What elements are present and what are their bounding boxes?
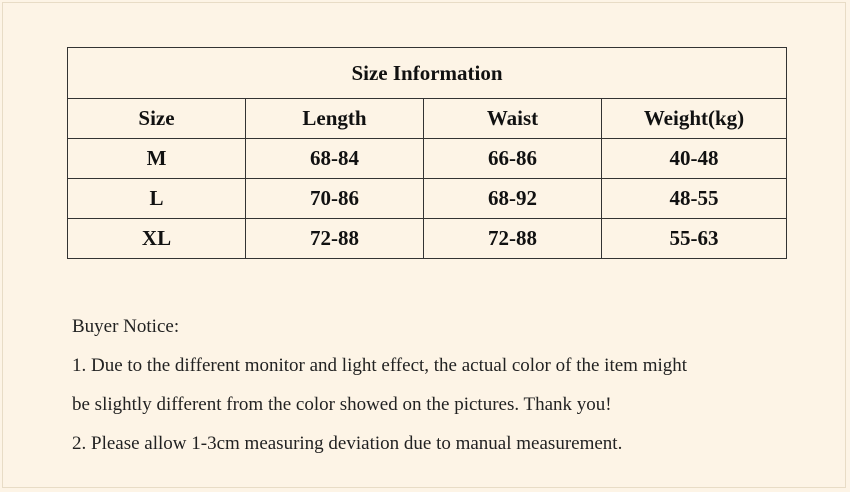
table-row: L 70-86 68-92 48-55 [67, 178, 788, 219]
table-row: M 68-84 66-86 40-48 [67, 138, 788, 179]
cell-weight: 40-48 [600, 138, 788, 179]
cell-size: L [67, 178, 246, 219]
table-row: XL 72-88 72-88 55-63 [67, 218, 788, 259]
buyer-notice: Buyer Notice: 1. Due to the different mo… [72, 307, 832, 463]
notice-line: 2. Please allow 1-3cm measuring deviatio… [72, 433, 623, 454]
cell-size: M [67, 138, 246, 179]
notice-heading: Buyer Notice: [72, 316, 180, 337]
header-waist: Waist [423, 98, 602, 139]
cell-waist: 68-92 [423, 178, 602, 219]
notice-line: be slightly different from the color sho… [72, 394, 612, 415]
cell-length: 72-88 [245, 218, 424, 259]
cell-waist: 72-88 [423, 218, 602, 259]
cell-length: 68-84 [245, 138, 424, 179]
header-weight: Weight(kg) [600, 98, 788, 139]
table-title-row: Size Information [66, 47, 788, 99]
header-length: Length [245, 98, 424, 139]
cell-size: XL [67, 218, 246, 259]
table-header-row: Size Length Waist Weight(kg) [67, 98, 788, 139]
cell-weight: 55-63 [600, 218, 788, 259]
notice-line: 1. Due to the different monitor and ligh… [72, 355, 688, 376]
cell-waist: 66-86 [423, 138, 602, 179]
header-size: Size [67, 98, 246, 139]
cell-length: 70-86 [245, 178, 424, 219]
cell-weight: 48-55 [600, 178, 788, 219]
size-information-table: Size Information Size Length Waist Weigh… [66, 47, 788, 259]
table-title: Size Information [66, 47, 788, 99]
